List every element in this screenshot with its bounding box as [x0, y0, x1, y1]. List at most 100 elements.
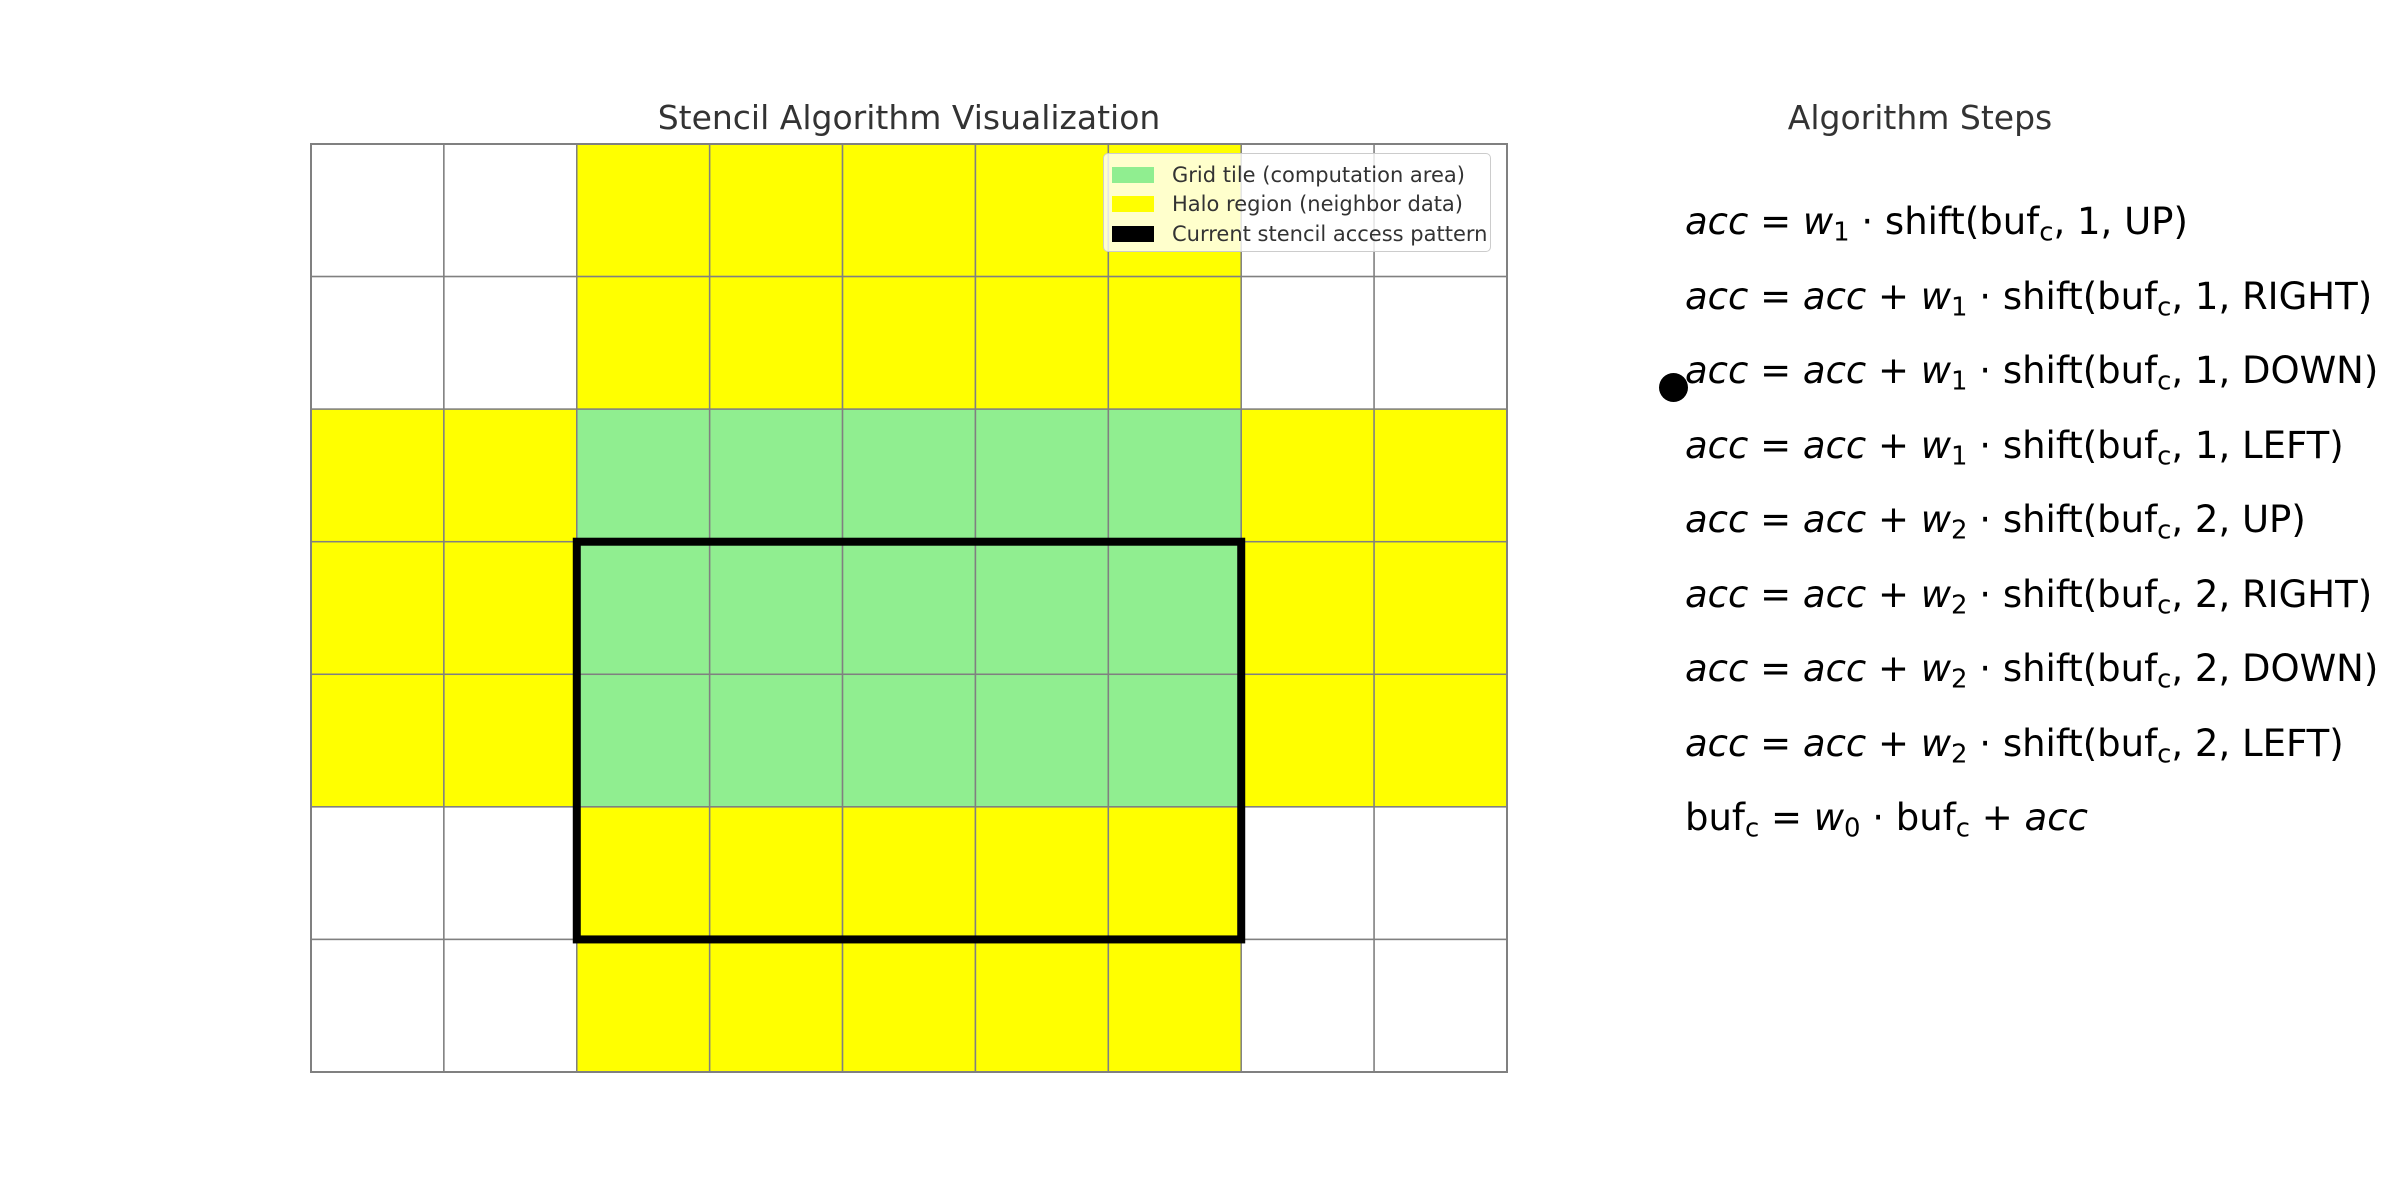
- grid-cell-empty: [1373, 806, 1508, 941]
- stencil-access-outline: [572, 537, 1246, 944]
- step-buf-sub: c: [2157, 738, 2172, 769]
- grid-cell-empty: [443, 143, 578, 278]
- grid-cell-empty: [1240, 806, 1375, 941]
- grid-cell-empty: [310, 275, 445, 410]
- grid-cell-halo: [1107, 938, 1242, 1073]
- grid-cell-halo: [708, 275, 844, 410]
- grid-cell-halo: [841, 806, 977, 941]
- legend-item-tile: Grid tile (computation area): [1112, 160, 1490, 190]
- step-weight-index: 1: [1951, 291, 1968, 322]
- step-acc-term: acc: [1802, 647, 1867, 690]
- step-line: acc = acc + w1 · shift(bufc, 1, DOWN): [1659, 345, 2385, 420]
- step-weight: w: [1920, 274, 1952, 318]
- step-direction: DOWN: [2241, 349, 2364, 392]
- grid-cell-halo: [1373, 540, 1508, 676]
- grid-cell-tile: [1107, 540, 1242, 676]
- grid-cell-empty: [1240, 938, 1375, 1073]
- legend-label-tile: Grid tile (computation area): [1172, 162, 1465, 187]
- grid-border: [310, 143, 1508, 1073]
- grid-svg: [310, 143, 1508, 1073]
- step-distance: 2: [2194, 647, 2219, 690]
- grid-cell-tile: [708, 673, 844, 808]
- step-line: acc = w1 · shift(bufc, 1, UP): [1685, 200, 2188, 248]
- grid-cell-empty: [1373, 938, 1508, 1073]
- grid-cell-empty: [310, 806, 445, 941]
- grid-cell-halo: [576, 806, 711, 941]
- step-buf-sub: c: [2157, 664, 2172, 695]
- grid-cell-halo: [1373, 408, 1508, 543]
- grid-cell-halo: [708, 143, 844, 278]
- grid-cell-halo: [708, 938, 844, 1073]
- step-line: acc = acc + w2 · shift(bufc, 2, LEFT): [1685, 721, 2344, 769]
- final-weight: w: [1813, 796, 1845, 839]
- grid-cell-halo: [443, 408, 578, 543]
- grid-cell-halo: [841, 938, 977, 1073]
- step-direction: UP: [2124, 200, 2174, 243]
- grid-title: Stencil Algorithm Visualization: [657, 98, 1161, 137]
- grid-cell-tile: [1107, 673, 1242, 808]
- legend-swatch-tile: [1112, 166, 1154, 183]
- grid-cell-empty: [443, 275, 578, 410]
- grid-cell-tile: [576, 408, 711, 543]
- step-acc-term: acc: [1802, 721, 1867, 765]
- grid-cell-empty: [443, 938, 578, 1073]
- step-weight-index: 2: [1951, 738, 1968, 769]
- step-weight-index: 1: [1951, 366, 1968, 397]
- grid-cell-tile: [974, 673, 1110, 808]
- step-weight-index: 1: [1833, 217, 1850, 248]
- step-buf-sub: c: [2157, 515, 2172, 546]
- step-line-final: bufc = w0 · bufc + acc: [1685, 796, 2088, 844]
- step-lhs: acc: [1685, 423, 1749, 467]
- legend: Grid tile (computation area) Halo region…: [1103, 153, 1491, 252]
- step-weight-index: 1: [1951, 440, 1968, 471]
- final-buf-rhs-sub: c: [1955, 813, 1971, 844]
- legend-label-access: Current stencil access pattern: [1172, 221, 1488, 246]
- stencil-grid: [310, 143, 1508, 1073]
- step-line: acc = acc + w1 · shift(bufc, 1, RIGHT): [1685, 274, 2373, 322]
- grid-cell-halo: [1373, 673, 1508, 808]
- steps-title: Algorithm Steps: [1787, 98, 2053, 137]
- step-direction: RIGHT: [2241, 572, 2358, 616]
- grid-cell-halo: [1240, 408, 1375, 543]
- grid-cell-halo: [443, 673, 578, 808]
- grid-cell-empty: [310, 143, 445, 278]
- final-buf-sub: c: [1744, 813, 1760, 844]
- step-lhs: acc: [1685, 721, 1749, 765]
- step-direction: DOWN: [2241, 647, 2364, 690]
- grid-cell-empty: [443, 806, 578, 941]
- step-weight: w: [1920, 647, 1952, 690]
- final-weight-index: 0: [1844, 813, 1861, 844]
- grid-cell-halo: [1107, 275, 1242, 410]
- step-weight: w: [1802, 200, 1834, 243]
- step-weight-index: 2: [1951, 515, 1968, 546]
- grid-cell-halo: [1107, 806, 1242, 941]
- grid-cell-tile: [974, 540, 1110, 676]
- step-lhs: acc: [1685, 274, 1749, 318]
- final-acc: acc: [2024, 796, 2088, 839]
- step-line: acc = acc + w1 · shift(bufc, 1, LEFT): [1685, 423, 2344, 471]
- step-distance: 1: [2194, 274, 2219, 318]
- step-lhs: acc: [1685, 349, 1749, 392]
- step-distance: 2: [2194, 572, 2219, 616]
- step-weight-index: 2: [1951, 664, 1968, 695]
- grid-cell-tile: [1107, 408, 1242, 543]
- grid-cell-halo: [974, 806, 1110, 941]
- grid-cell-halo: [310, 540, 445, 676]
- grid-cell-halo: [841, 275, 977, 410]
- grid-cell-halo: [576, 938, 711, 1073]
- step-distance: 1: [2077, 200, 2101, 243]
- step-lhs: acc: [1685, 647, 1749, 690]
- step-direction: LEFT: [2241, 423, 2330, 467]
- step-buf-sub: c: [2039, 217, 2054, 248]
- grid-cell-tile: [841, 408, 977, 543]
- grid-cell-tile: [576, 673, 711, 808]
- grid-cell-halo: [708, 806, 844, 941]
- step-line: acc = acc + w2 · shift(bufc, 2, RIGHT): [1685, 572, 2373, 620]
- grid-cell-tile: [708, 540, 844, 676]
- step-acc-term: acc: [1802, 423, 1867, 467]
- legend-label-halo: Halo region (neighbor data): [1172, 192, 1463, 217]
- step-distance: 2: [2194, 498, 2219, 541]
- grid-cell-tile: [841, 540, 977, 676]
- step-weight: w: [1920, 349, 1952, 392]
- grid-cell-tile: [841, 673, 977, 808]
